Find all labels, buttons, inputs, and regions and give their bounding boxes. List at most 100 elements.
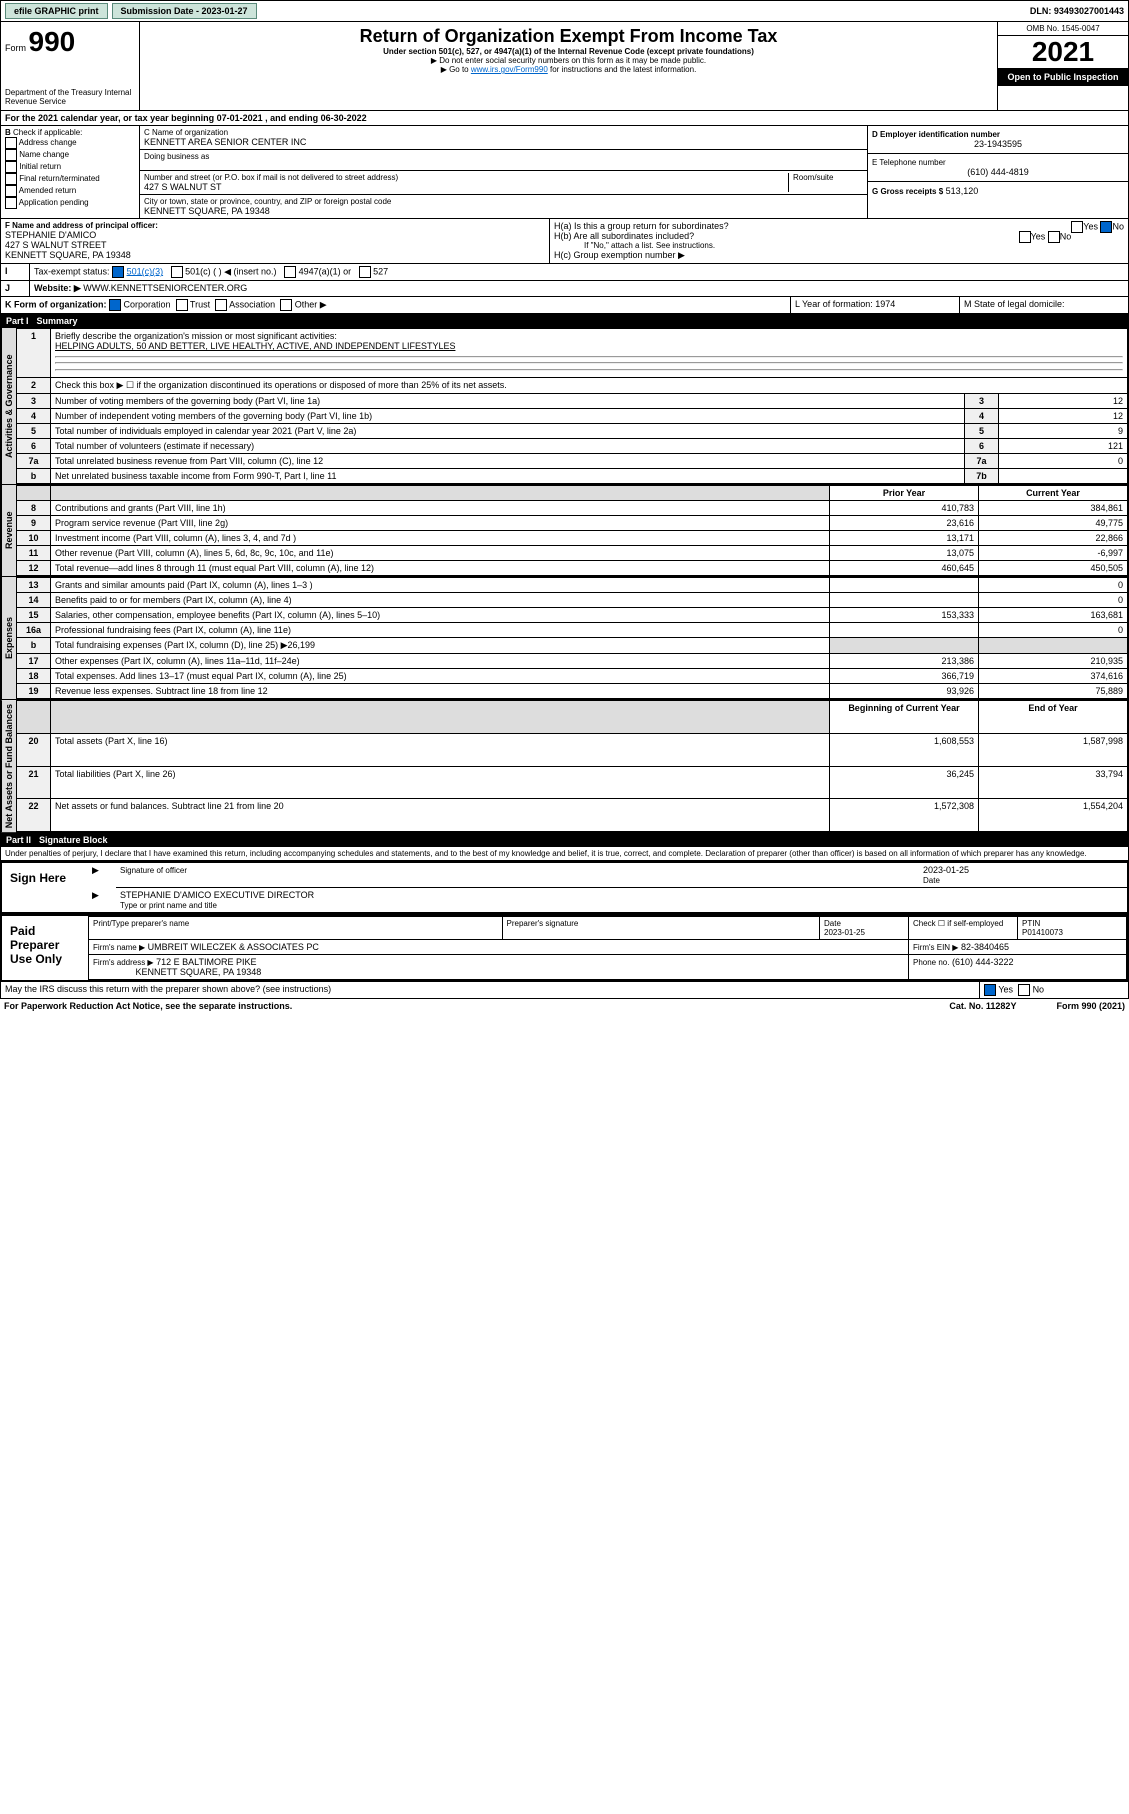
begin-hdr: Beginning of Current Year	[830, 701, 979, 734]
officer-city: KENNETT SQUARE, PA 19348	[5, 250, 545, 260]
i-4947[interactable]: 4947(a)(1) or	[299, 266, 352, 276]
v5: 9	[999, 424, 1128, 439]
c17: 210,935	[979, 654, 1128, 669]
hb-text: H(b) Are all subordinates included?	[554, 231, 694, 241]
efile-button[interactable]: efile GRAPHIC print	[5, 3, 108, 19]
part2-header: Part IISignature Block	[0, 833, 1129, 847]
prep-date: 2023-01-25	[824, 928, 865, 937]
p10: 13,171	[830, 531, 979, 546]
line5: Total number of individuals employed in …	[51, 424, 965, 439]
dept-text: Department of the Treasury Internal Reve…	[5, 88, 135, 106]
omb-number: OMB No. 1545-0047	[998, 22, 1128, 36]
i-527[interactable]: 527	[373, 266, 388, 276]
i-label: Tax-exempt status:	[34, 266, 110, 276]
c16a: 0	[979, 623, 1128, 638]
firm-lbl: Firm's name ▶	[93, 943, 145, 952]
k-label: K Form of organization:	[5, 299, 107, 309]
addr-label: Number and street (or P.O. box if mail i…	[144, 173, 788, 182]
website-value: WWW.KENNETTSENIORCENTER.ORG	[83, 283, 247, 293]
prep-date-lbl: Date	[824, 919, 841, 928]
hb-no[interactable]: No	[1060, 231, 1072, 241]
side-revenue: Revenue	[1, 485, 16, 576]
ha-no[interactable]: No	[1112, 221, 1124, 231]
p20: 1,608,553	[830, 733, 979, 766]
b-opt-final[interactable]: Final return/terminated	[19, 174, 99, 183]
fh-block: F Name and address of principal officer:…	[0, 219, 1129, 264]
l14: Benefits paid to or for members (Part IX…	[51, 593, 830, 608]
date-label: Date	[923, 876, 940, 885]
c15: 163,681	[979, 608, 1128, 623]
line4: Number of independent voting members of …	[51, 409, 965, 424]
irs-link[interactable]: www.irs.gov/Form990	[471, 65, 548, 74]
b-opt-address[interactable]: Address change	[19, 138, 77, 147]
form-prefix: Form	[5, 43, 26, 53]
e-label: E Telephone number	[872, 158, 1124, 167]
discuss-no[interactable]: No	[1033, 985, 1045, 995]
v4: 12	[999, 409, 1128, 424]
ptin-val: P01410073	[1022, 928, 1063, 937]
org-name: KENNETT AREA SENIOR CENTER INC	[144, 137, 863, 147]
c8: 384,861	[979, 501, 1128, 516]
prep-name-label: Print/Type preparer's name	[89, 917, 503, 940]
side-netassets: Net Assets or Fund Balances	[1, 700, 16, 832]
hc-text: H(c) Group exemption number ▶	[554, 250, 1124, 261]
i-501c[interactable]: 501(c) ( ) ◀ (insert no.)	[185, 266, 276, 276]
dba-label: Doing business as	[144, 152, 863, 161]
j-letter: J	[1, 281, 30, 296]
discuss-yes[interactable]: Yes	[998, 985, 1013, 995]
k-corp[interactable]: Corporation	[124, 299, 171, 309]
l22: Net assets or fund balances. Subtract li…	[51, 799, 830, 832]
sign-here-label: Sign Here	[2, 863, 88, 912]
p13	[830, 578, 979, 593]
k-other[interactable]: Other ▶	[295, 299, 327, 309]
i-501c3[interactable]: 501(c)(3)	[127, 266, 164, 276]
sigoff-label: Signature of officer	[120, 866, 187, 875]
ha-yes[interactable]: Yes	[1083, 221, 1098, 231]
gross-receipts: 513,120	[946, 186, 979, 196]
expenses-table: 13Grants and similar amounts paid (Part …	[16, 577, 1128, 699]
c9: 49,775	[979, 516, 1128, 531]
c19: 75,889	[979, 684, 1128, 699]
m-text: M State of legal domicile:	[960, 297, 1128, 313]
c21: 33,794	[979, 766, 1128, 799]
p9: 23,616	[830, 516, 979, 531]
firm-phone: (610) 444-3222	[952, 957, 1014, 967]
b-opt-pending[interactable]: Application pending	[19, 198, 89, 207]
p8: 410,783	[830, 501, 979, 516]
b-label: Check if applicable:	[13, 128, 82, 137]
c14: 0	[979, 593, 1128, 608]
p14	[830, 593, 979, 608]
discuss-text: May the IRS discuss this return with the…	[1, 982, 980, 998]
line1-label: Briefly describe the organization's miss…	[55, 331, 337, 341]
k-trust[interactable]: Trust	[190, 299, 210, 309]
street-address: 427 S WALNUT ST	[144, 182, 788, 192]
tax-year: 2021	[998, 36, 1128, 68]
c11: -6,997	[979, 546, 1128, 561]
l9: Program service revenue (Part VIII, line…	[51, 516, 830, 531]
revenue-table: Prior YearCurrent Year 8Contributions an…	[16, 485, 1128, 576]
b-opt-name[interactable]: Name change	[19, 150, 69, 159]
hb-yes[interactable]: Yes	[1031, 231, 1046, 241]
officer-name: STEPHANIE D'AMICO	[5, 230, 545, 240]
b-opt-amended[interactable]: Amended return	[19, 186, 76, 195]
c10: 22,866	[979, 531, 1128, 546]
officer-sig-name: STEPHANIE D'AMICO EXECUTIVE DIRECTOR	[120, 890, 1123, 900]
self-emp-check[interactable]: Check ☐ if self-employed	[909, 917, 1018, 940]
form-header: Form 990 Department of the Treasury Inte…	[0, 22, 1129, 111]
sig-date: 2023-01-25	[923, 865, 1123, 875]
k-assoc[interactable]: Association	[229, 299, 275, 309]
activities-table: 1 Briefly describe the organization's mi…	[16, 328, 1128, 484]
current-hdr: Current Year	[979, 486, 1128, 501]
b-opt-initial[interactable]: Initial return	[19, 162, 61, 171]
l19: Revenue less expenses. Subtract line 18 …	[51, 684, 830, 699]
submission-date-button[interactable]: Submission Date - 2023-01-27	[112, 3, 257, 19]
pra-notice: For Paperwork Reduction Act Notice, see …	[4, 1001, 292, 1011]
form-number: 990	[29, 26, 76, 57]
open-public-badge: Open to Public Inspection	[998, 68, 1128, 86]
paid-preparer-block: Paid Preparer Use Only Print/Type prepar…	[0, 914, 1129, 982]
end-hdr: End of Year	[979, 701, 1128, 734]
officer-addr: 427 S WALNUT STREET	[5, 240, 545, 250]
l-text: L Year of formation: 1974	[791, 297, 960, 313]
firm-name: UMBREIT WILECZEK & ASSOCIATES PC	[148, 942, 319, 952]
p11: 13,075	[830, 546, 979, 561]
